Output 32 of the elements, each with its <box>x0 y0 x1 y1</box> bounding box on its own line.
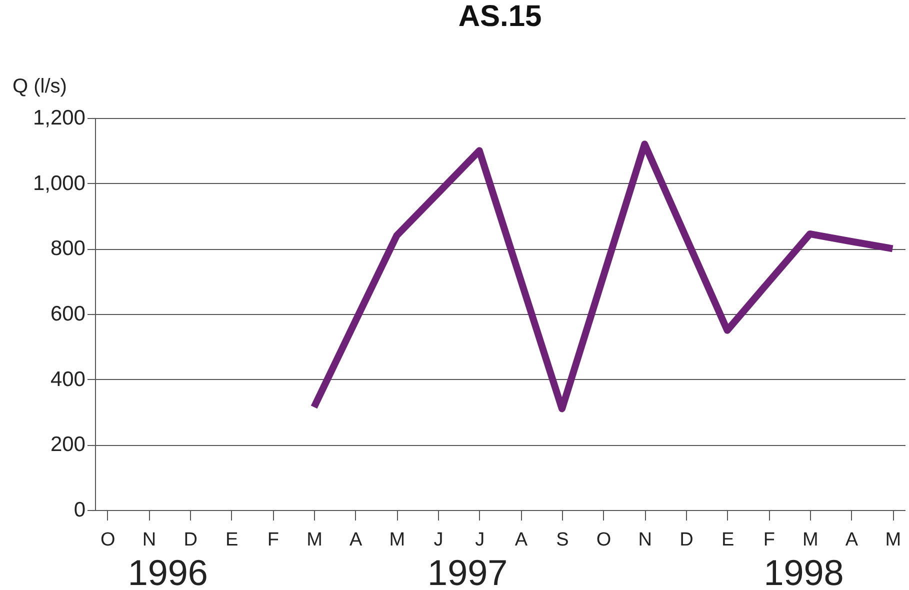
y-tick-label: 1,200 <box>32 106 86 130</box>
x-tick-label: S <box>556 530 569 550</box>
y-tick-label: 0 <box>74 498 86 522</box>
x-tick-label: M <box>885 530 902 550</box>
x-tick-label: F <box>763 530 775 550</box>
x-tick-label: D <box>184 530 198 550</box>
text: 1997 <box>428 552 508 590</box>
text: 1996 <box>128 552 208 590</box>
text: 1998 <box>764 552 844 590</box>
x-tick-label: J <box>434 530 444 550</box>
x-tick-label: M <box>802 530 818 550</box>
x-tick-label: A <box>350 530 363 550</box>
x-tick-label: F <box>267 530 280 550</box>
x-tick-label: N <box>638 530 652 550</box>
x-tick-label: N <box>142 530 156 550</box>
x-tick-label: M <box>389 530 406 550</box>
x-tick-label: D <box>680 530 694 550</box>
y-tick-label: 800 <box>50 237 86 260</box>
y-tick-label: 200 <box>50 433 86 456</box>
x-tick-label: O <box>596 530 612 550</box>
x-tick-label: O <box>100 530 116 550</box>
y-axis-title: Q (l/s) <box>12 76 67 98</box>
chart-title: AS.15 <box>458 0 542 33</box>
x-tick-label: E <box>721 530 734 550</box>
x-tick-label: M <box>306 530 322 550</box>
y-tick-label: 600 <box>50 302 86 326</box>
x-tick-label: J <box>475 530 485 550</box>
x-tick-label: A <box>845 530 858 550</box>
y-tick-label: 1,000 <box>32 172 86 195</box>
x-tick-label: A <box>514 530 528 550</box>
y-tick-label: 400 <box>50 368 86 391</box>
x-tick-label: E <box>226 530 238 550</box>
